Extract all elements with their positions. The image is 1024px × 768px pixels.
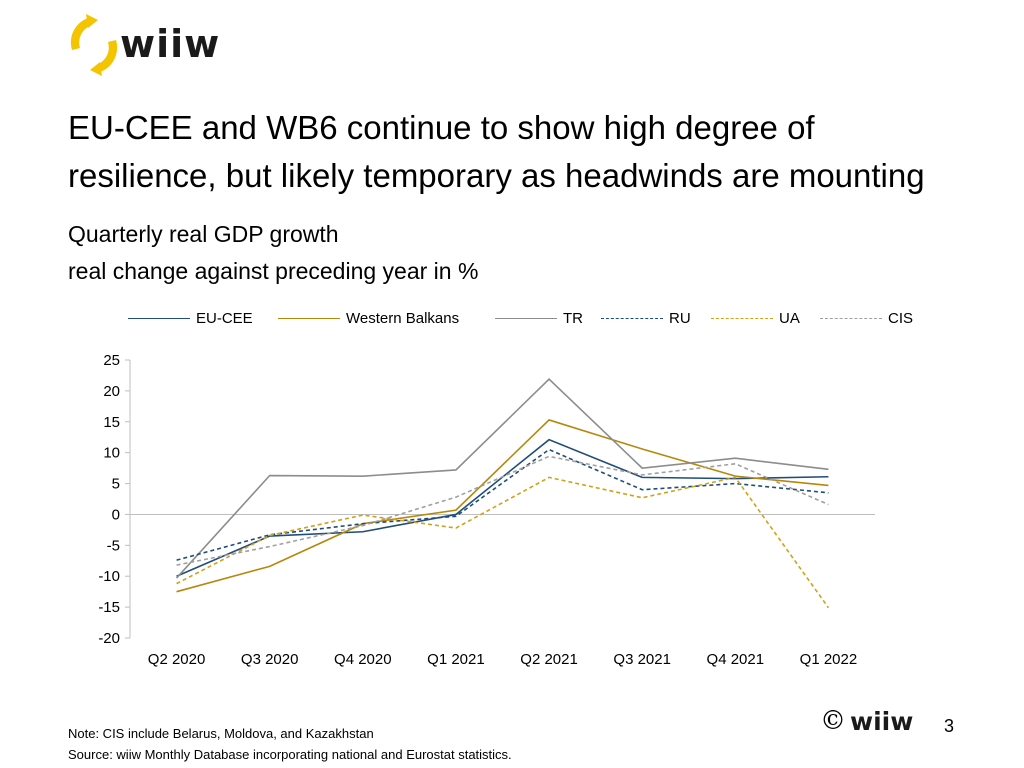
series-line-tr (175, 378, 829, 579)
gdp-growth-line-chart: -20 -15 -10 -5 0 5 10 15 20 25 Q2 2020 Q3 2020 Q4 20… (98, 352, 875, 668)
footer-logo: © wiiw (820, 706, 913, 736)
series-line-ua (176, 476, 830, 609)
y-tick-label: -15 (98, 599, 120, 616)
y-tick-label: 15 (103, 414, 120, 431)
legend-label: Western Balkans (346, 310, 460, 327)
legend-label: RU (669, 310, 691, 327)
logo-text: wiiw (120, 22, 221, 66)
slide-title-line-2: resilience, but likely temporary as head… (68, 157, 925, 194)
x-tick-label: Q3 2021 (613, 651, 671, 668)
chart-subtitle-line-1: Quarterly real GDP growth (68, 221, 339, 247)
x-tick-label: Q2 2020 (148, 651, 206, 668)
legend-item: CIS (820, 310, 913, 327)
series-line-eu-cee (176, 438, 829, 577)
legend-item: UA (711, 310, 800, 327)
y-tick-label: 20 (103, 383, 120, 400)
chart-subtitle-line-2: real change against preceding year in % (68, 258, 479, 284)
y-tick-label: -10 (98, 568, 120, 585)
slide-title-line-1: EU-CEE and WB6 continue to show high deg… (68, 109, 815, 146)
series-line-ru (176, 448, 829, 561)
notes: Note: CIS include Belarus, Moldova, and … (68, 723, 512, 765)
legend-label: EU-CEE (196, 310, 253, 327)
series-line-cis (176, 455, 829, 566)
y-tick-label: -5 (107, 537, 120, 554)
legend-swatch (601, 318, 663, 319)
page-number: 3 (944, 716, 955, 736)
legend-swatch (128, 318, 190, 319)
y-tick-label: -20 (98, 630, 120, 647)
legend-label: CIS (888, 310, 914, 327)
footer-logo-text: wiiw (850, 706, 914, 736)
y-tick-label: 10 (103, 445, 120, 462)
source-text: Source: wiiw Monthly Database incorporat… (68, 747, 512, 762)
x-tick-label: Q4 2020 (334, 651, 392, 668)
legend-swatch (278, 318, 340, 319)
legend-item: EU-CEE (128, 310, 253, 327)
x-tick-label: Q4 2021 (707, 651, 765, 668)
wiiw-logo-icon (70, 14, 118, 76)
chart-subtitle: Quarterly real GDP growth real change ag… (68, 216, 478, 290)
y-tick-label: 0 (112, 506, 120, 523)
x-tick-label: Q1 2021 (427, 651, 485, 668)
legend-label: TR (563, 310, 583, 327)
legend-swatch (495, 318, 557, 319)
copyright-icon: © (820, 706, 846, 736)
slide-title: EU-CEE and WB6 continue to show high deg… (68, 104, 988, 200)
legend-item: TR (495, 310, 583, 327)
y-tick-label: 5 (112, 476, 120, 493)
legend-swatch (711, 318, 773, 319)
note-text: Note: CIS include Belarus, Moldova, and … (68, 726, 374, 741)
x-tick-label: Q3 2020 (241, 651, 299, 668)
x-tick-label: Q1 2022 (800, 651, 858, 668)
series-line-western-balkans (176, 419, 829, 593)
legend-label: UA (779, 310, 800, 327)
legend-item: RU (601, 310, 691, 327)
legend-item: Western Balkans (278, 310, 459, 327)
legend-swatch (820, 318, 882, 319)
y-tick-label: 25 (103, 352, 120, 369)
x-tick-label: Q2 2021 (520, 651, 578, 668)
